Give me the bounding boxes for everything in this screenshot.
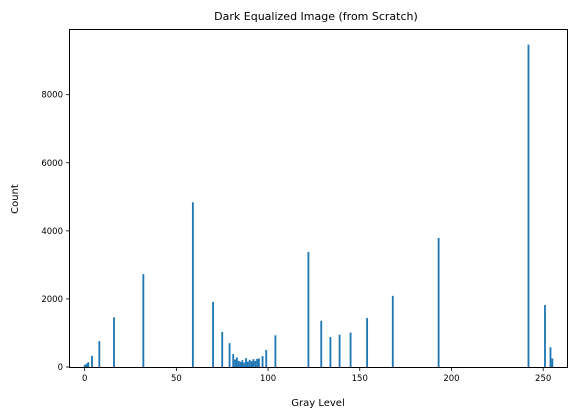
x-tick-label: 50	[171, 374, 182, 384]
chart-title: Dark Equalized Image (from Scratch)	[214, 10, 418, 23]
x-tick-label: 200	[443, 374, 459, 384]
histogram-bar	[254, 360, 257, 367]
y-tick-label: 8000	[41, 91, 63, 101]
histogram-bar	[87, 362, 90, 367]
histogram-bar	[257, 358, 260, 367]
histogram-bar	[232, 354, 235, 367]
x-axis-label: Gray Level	[291, 398, 344, 409]
histogram-bar	[549, 347, 552, 367]
histogram-bar	[98, 341, 101, 367]
histogram-bar	[527, 44, 530, 367]
x-tick-label: 250	[535, 374, 551, 384]
histogram-bar	[142, 274, 145, 367]
histogram-bar	[91, 355, 93, 367]
x-tick-label: 0	[82, 374, 87, 384]
histogram-bar	[245, 358, 247, 367]
histogram-bar	[243, 362, 246, 367]
histogram-bar	[237, 360, 240, 367]
histogram-bar	[250, 361, 253, 367]
histogram-bar	[329, 337, 332, 367]
histogram-bar	[307, 251, 310, 367]
y-tick-label: 2000	[41, 295, 63, 305]
histogram-bar	[437, 237, 440, 367]
x-tick-label: 100	[260, 374, 276, 384]
x-tick-label: 150	[352, 374, 368, 384]
histogram-bar	[261, 356, 264, 367]
histogram-bar	[235, 357, 238, 367]
plot-frame	[69, 29, 568, 368]
histogram-bar	[246, 361, 249, 367]
bars-group	[83, 44, 554, 367]
y-tick-label: 4000	[41, 227, 63, 237]
histogram-bar	[221, 331, 224, 367]
y-axis-ticks: 0 2000 4000 6000 8000	[41, 91, 70, 373]
histogram-bar	[544, 305, 546, 367]
histogram-bar	[228, 343, 231, 367]
histogram-bar	[83, 364, 86, 367]
histogram-bar	[113, 317, 115, 367]
histogram-bar	[85, 363, 88, 367]
histogram-bar	[234, 359, 236, 367]
histogram-bar	[265, 349, 268, 367]
histogram-bar	[252, 359, 255, 367]
histogram-bar	[256, 358, 258, 367]
histogram-bar	[320, 320, 323, 367]
y-axis-label: Count	[10, 184, 21, 214]
histogram-bar	[366, 317, 369, 367]
histogram-bar	[239, 361, 242, 367]
histogram-bar	[212, 301, 214, 367]
y-tick-label: 0	[58, 363, 63, 373]
histogram-bar	[391, 295, 394, 367]
histogram-bar	[349, 332, 352, 367]
histogram-bar	[191, 202, 194, 367]
y-tick-label: 6000	[41, 159, 63, 169]
histogram-bar	[338, 334, 341, 367]
histogram-bar	[241, 360, 244, 367]
histogram-bar	[274, 335, 277, 367]
histogram-bar	[248, 359, 251, 367]
histogram-bar	[551, 358, 554, 367]
x-axis-ticks: 0 50 100 150 200 250	[82, 367, 551, 384]
